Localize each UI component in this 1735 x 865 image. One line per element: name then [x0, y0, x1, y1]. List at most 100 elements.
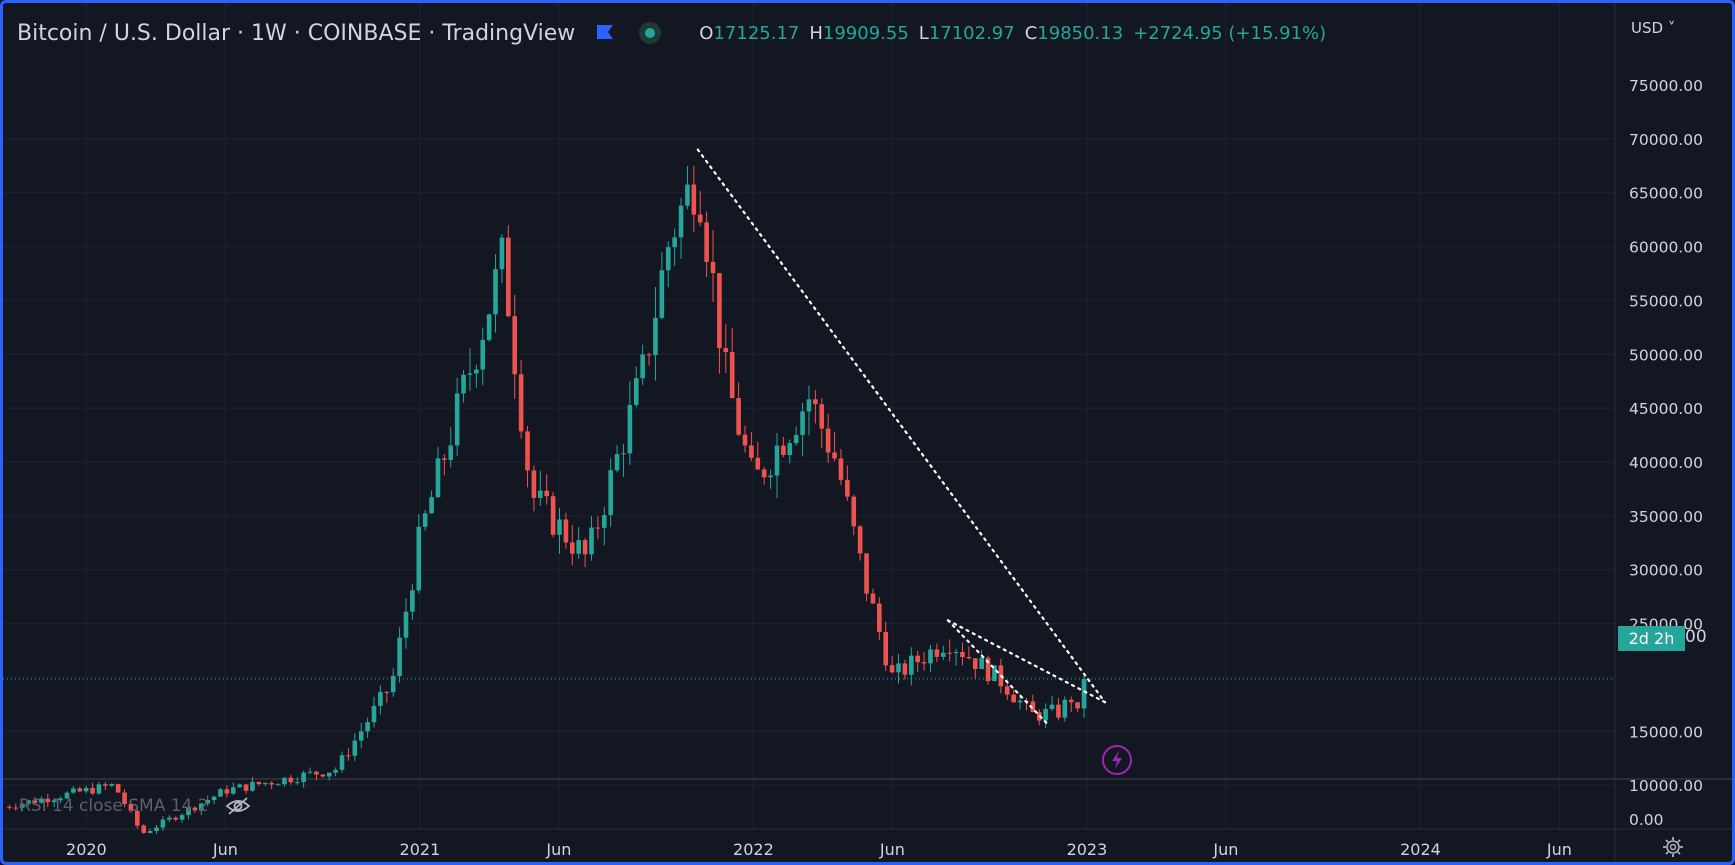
- candle-body: [851, 496, 857, 527]
- candle-body: [506, 237, 511, 317]
- candle-body: [1075, 702, 1080, 709]
- ohlc-values: O 17125.17 H 19909.55 L 17102.97 C 19850.13 …: [689, 23, 1326, 44]
- candle-body: [474, 369, 479, 374]
- candle-body: [960, 651, 965, 658]
- candle-body: [614, 454, 620, 471]
- candle-body: [704, 222, 709, 262]
- candle-body: [845, 479, 850, 497]
- eye-hidden-icon[interactable]: [225, 796, 251, 816]
- candle-body: [1011, 694, 1016, 703]
- rsi-indicator-legend[interactable]: RSI 14 close SMA 14 2: [19, 796, 251, 816]
- candle-body: [454, 393, 460, 446]
- candle-body: [742, 434, 748, 446]
- gear-icon[interactable]: [1662, 836, 1684, 858]
- candle-body: [416, 526, 422, 591]
- candle-body: [352, 740, 358, 756]
- candle-body: [211, 796, 217, 801]
- candle-body: [697, 214, 703, 223]
- y-axis-tick: 40000.00: [1629, 454, 1703, 472]
- y-axis-tick: 75000.00: [1629, 77, 1703, 95]
- candle-body: [787, 443, 793, 456]
- candle-body: [122, 792, 127, 804]
- candle-body: [173, 817, 179, 820]
- candle-body: [582, 540, 588, 555]
- trendline: [946, 619, 1051, 728]
- candle-body: [358, 731, 364, 741]
- x-axis-tick: 2023: [1067, 840, 1108, 859]
- symbol-title[interactable]: Bitcoin / U.S. Dollar · 1W · COINBASE · …: [17, 20, 576, 46]
- candle-body: [339, 755, 345, 770]
- close-label: C: [1024, 22, 1038, 44]
- x-axis-tick: 2020: [66, 840, 107, 859]
- candle-body: [768, 475, 773, 478]
- candle-body: [653, 317, 658, 356]
- bar-countdown-badge: 2d 2h: [1618, 626, 1685, 651]
- candle-body: [429, 497, 434, 514]
- market-open-icon: [639, 22, 662, 44]
- candle-body: [288, 777, 294, 783]
- candle-body: [115, 784, 121, 793]
- candle-body: [813, 399, 818, 405]
- candle-body: [218, 789, 223, 797]
- lightning-event-icon[interactable]: [1102, 745, 1132, 775]
- candle-body: [1056, 704, 1061, 718]
- candle-body: [953, 651, 959, 654]
- trendline: [696, 148, 1107, 704]
- candle-body: [135, 810, 140, 826]
- candle-body: [346, 755, 351, 757]
- price-chart[interactable]: 2020 Jun 2021 Jun 2022 Jun 2023 Jun 2024 Jun 70000…: [3, 3, 1732, 862]
- candle-body: [397, 637, 402, 676]
- y-axis-tick: 35000.00: [1629, 508, 1703, 526]
- candle-body: [32, 800, 38, 803]
- candle-body: [672, 237, 677, 248]
- candle-body: [781, 445, 786, 456]
- candle-body: [499, 237, 505, 270]
- y-axis-tick: 60000.00: [1629, 239, 1703, 257]
- candle-body: [512, 316, 518, 375]
- candle-body: [147, 831, 153, 833]
- chevron-down-icon: ˅: [1663, 19, 1676, 37]
- candle-body: [864, 553, 869, 594]
- candle-body: [915, 655, 921, 663]
- candle-body: [589, 527, 594, 555]
- candle-body: [825, 428, 831, 453]
- candle-body: [51, 800, 57, 803]
- candle-body: [19, 803, 25, 808]
- candle-body: [1081, 679, 1087, 709]
- candle-body: [928, 649, 933, 664]
- candle-body: [333, 769, 338, 773]
- close-value: 19850.13: [1037, 22, 1124, 44]
- candle-body: [710, 261, 716, 274]
- candle-body: [320, 774, 326, 777]
- y-axis-tick: 55000.00: [1629, 292, 1703, 310]
- candle-body: [979, 657, 984, 670]
- candle-body: [45, 798, 51, 803]
- candle-body: [800, 411, 805, 435]
- candle-body: [1062, 699, 1068, 718]
- price-label-tail: 00: [1685, 627, 1707, 647]
- candle-body: [966, 657, 972, 659]
- candle-body: [64, 792, 70, 799]
- candle-body: [103, 784, 108, 786]
- candle-body: [390, 675, 396, 693]
- y-axis-tick: 70000.00: [1629, 131, 1703, 149]
- candle-body: [326, 772, 332, 777]
- candle-body: [909, 655, 914, 675]
- candle-body: [518, 374, 524, 432]
- candle-body: [1068, 699, 1074, 703]
- candle-body: [934, 649, 940, 657]
- open-value: 17125.17: [713, 22, 800, 44]
- candle-body: [90, 787, 95, 794]
- candle-body: [167, 817, 172, 820]
- flag-icon[interactable]: [595, 23, 615, 43]
- rsi-label: RSI 14 close SMA 14 2: [19, 796, 209, 816]
- candle-body: [275, 784, 281, 786]
- candle-body: [793, 434, 799, 444]
- candle-body: [205, 800, 210, 804]
- candle-body: [576, 540, 581, 554]
- currency-selector[interactable]: USD ˅: [1631, 19, 1675, 37]
- candle-body: [192, 807, 198, 811]
- candle-body: [230, 787, 236, 794]
- candle-body: [467, 373, 473, 375]
- open-label: O: [699, 22, 714, 44]
